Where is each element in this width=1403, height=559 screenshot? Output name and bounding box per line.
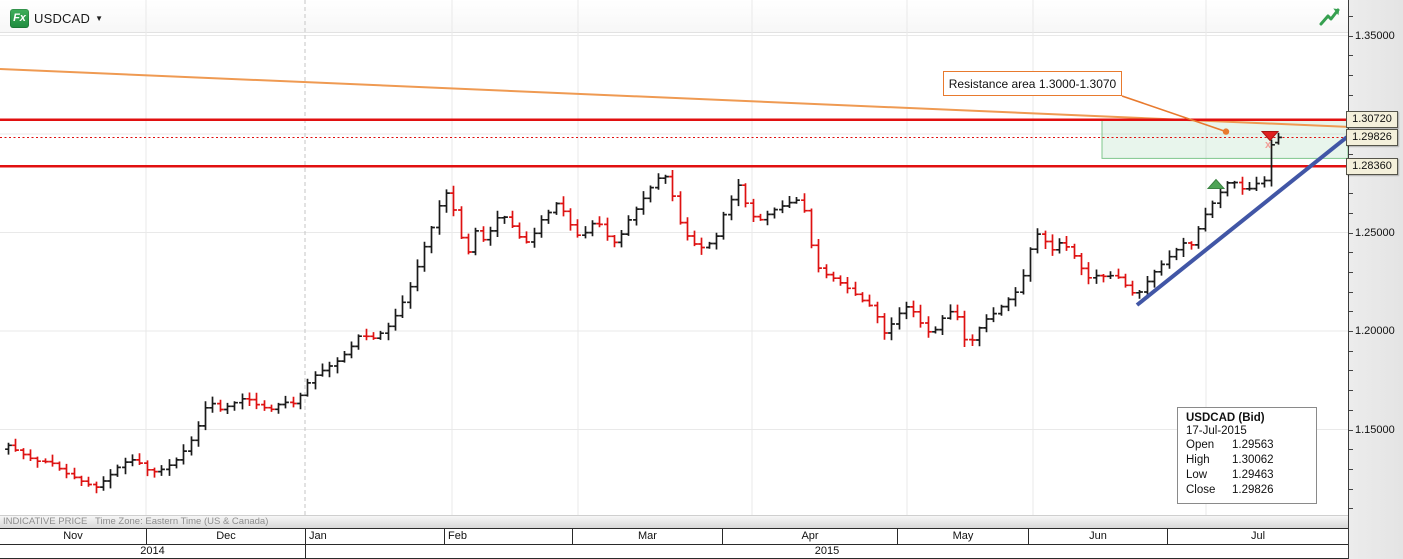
price-level-lines — [0, 118, 1348, 168]
y-axis-tick — [1349, 35, 1353, 37]
price-level-box: 1.28360 — [1346, 157, 1398, 175]
y-axis-tick — [1349, 508, 1353, 510]
tooltip-symbol: USDCAD (Bid) — [1186, 412, 1265, 424]
orange-trendline[interactable] — [0, 68, 1348, 128]
tooltip-date: 17-Jul-2015 — [1186, 425, 1247, 437]
tooltip-row: Close 1.29826 — [1186, 484, 1274, 496]
tooltip-ohlc-rows: Open 1.29563 High 1.30062 Low 1.29463 Close 1.2… — [1186, 438, 1308, 498]
y-axis-label: 1.15000 — [1355, 423, 1395, 436]
month-label-jan: Jan — [305, 529, 444, 544]
price-axis[interactable]: 1.35000 1.25000 1.20000 1.15000 1.30720 1.298… — [1346, 0, 1403, 559]
y-axis-label: 1.35000 — [1355, 29, 1395, 42]
gridlines — [0, 0, 1348, 515]
y-axis-tick — [1349, 212, 1353, 214]
y-axis-label: 1.20000 — [1355, 325, 1395, 337]
y-axis-tick — [1349, 271, 1353, 273]
y-axis-tick — [1349, 488, 1353, 490]
indicative-price-statusbar: INDICATIVE PRICE Time Zone: Eastern Time… — [0, 515, 1348, 528]
price-chart-canvas[interactable]: x — [0, 0, 1348, 515]
y-axis-tick — [1349, 74, 1353, 76]
chevron-down-icon: ▼ — [95, 14, 104, 23]
y-axis-tick — [1349, 153, 1353, 155]
quick-trade-flash-icon[interactable] — [1318, 6, 1342, 28]
y-axis-label: 1.25000 — [1355, 226, 1395, 239]
y-axis-tick — [1349, 232, 1353, 234]
ohlc-tooltip: USDCAD (Bid) 17-Jul-2015 Open 1.29563 High… — [1177, 407, 1317, 504]
time-axis-months[interactable]: Nov Dec Jan Feb Mar Apr May Jun Jul — [0, 528, 1348, 545]
y-axis-tick — [1349, 390, 1353, 392]
annotation-pointer-line — [1121, 95, 1227, 133]
resistance-zone[interactable] — [1101, 119, 1348, 159]
buy-marker-icon[interactable] — [1206, 178, 1226, 190]
y-axis-tick — [1349, 311, 1353, 313]
y-axis-tick — [1349, 55, 1353, 57]
year-label-2014: 2014 — [140, 545, 165, 557]
symbol-label: USDCAD — [34, 11, 91, 26]
y-axis-tick — [1349, 468, 1353, 470]
time-axis-years: 2014 2015 — [0, 545, 1348, 559]
month-label-may: May — [897, 529, 1028, 544]
price-level-box: 1.29826 — [1346, 128, 1398, 146]
month-label-jun: Jun — [1028, 529, 1167, 544]
y-axis-tick — [1349, 429, 1353, 431]
y-axis-tick — [1349, 350, 1353, 352]
ohlc-bars — [5, 132, 1282, 494]
y-axis-tick — [1349, 94, 1353, 96]
y-axis-tick — [1349, 193, 1353, 195]
y-axis-tick — [1349, 252, 1353, 254]
month-label-jul: Jul — [1167, 529, 1348, 544]
month-label-nov: Nov — [63, 530, 83, 542]
y-axis-tick — [1349, 370, 1353, 372]
price-level-box: 1.30720 — [1346, 111, 1398, 129]
tooltip-row: Open 1.29563 — [1186, 439, 1274, 451]
fx-logo-icon: Fx — [10, 9, 29, 28]
sell-marker-icon[interactable] — [1260, 130, 1280, 142]
closed-trade-x-icon: x — [1265, 139, 1272, 151]
month-label-apr: Apr — [722, 529, 897, 544]
tooltip-row: Low 1.29463 — [1186, 469, 1274, 481]
y-axis-tick — [1349, 291, 1353, 293]
y-axis-tick — [1349, 409, 1353, 411]
blue-trendline[interactable] — [1135, 135, 1348, 307]
month-label-mar: Mar — [572, 529, 722, 544]
year-label-2015: 2015 — [305, 545, 1348, 558]
y-axis-tick — [1349, 449, 1353, 451]
y-axis-tick — [1349, 331, 1353, 332]
month-label-feb: Feb — [444, 529, 572, 544]
tooltip-row: High 1.30062 — [1186, 454, 1274, 466]
resistance-annotation-label[interactable]: Resistance area 1.3000-1.3070 — [943, 71, 1122, 96]
y-axis-tick — [1349, 15, 1353, 17]
annotation-pointer-dot — [1222, 128, 1230, 135]
symbol-selector[interactable]: Fx USDCAD ▼ — [10, 8, 103, 29]
month-label-dec: Dec — [146, 529, 305, 544]
